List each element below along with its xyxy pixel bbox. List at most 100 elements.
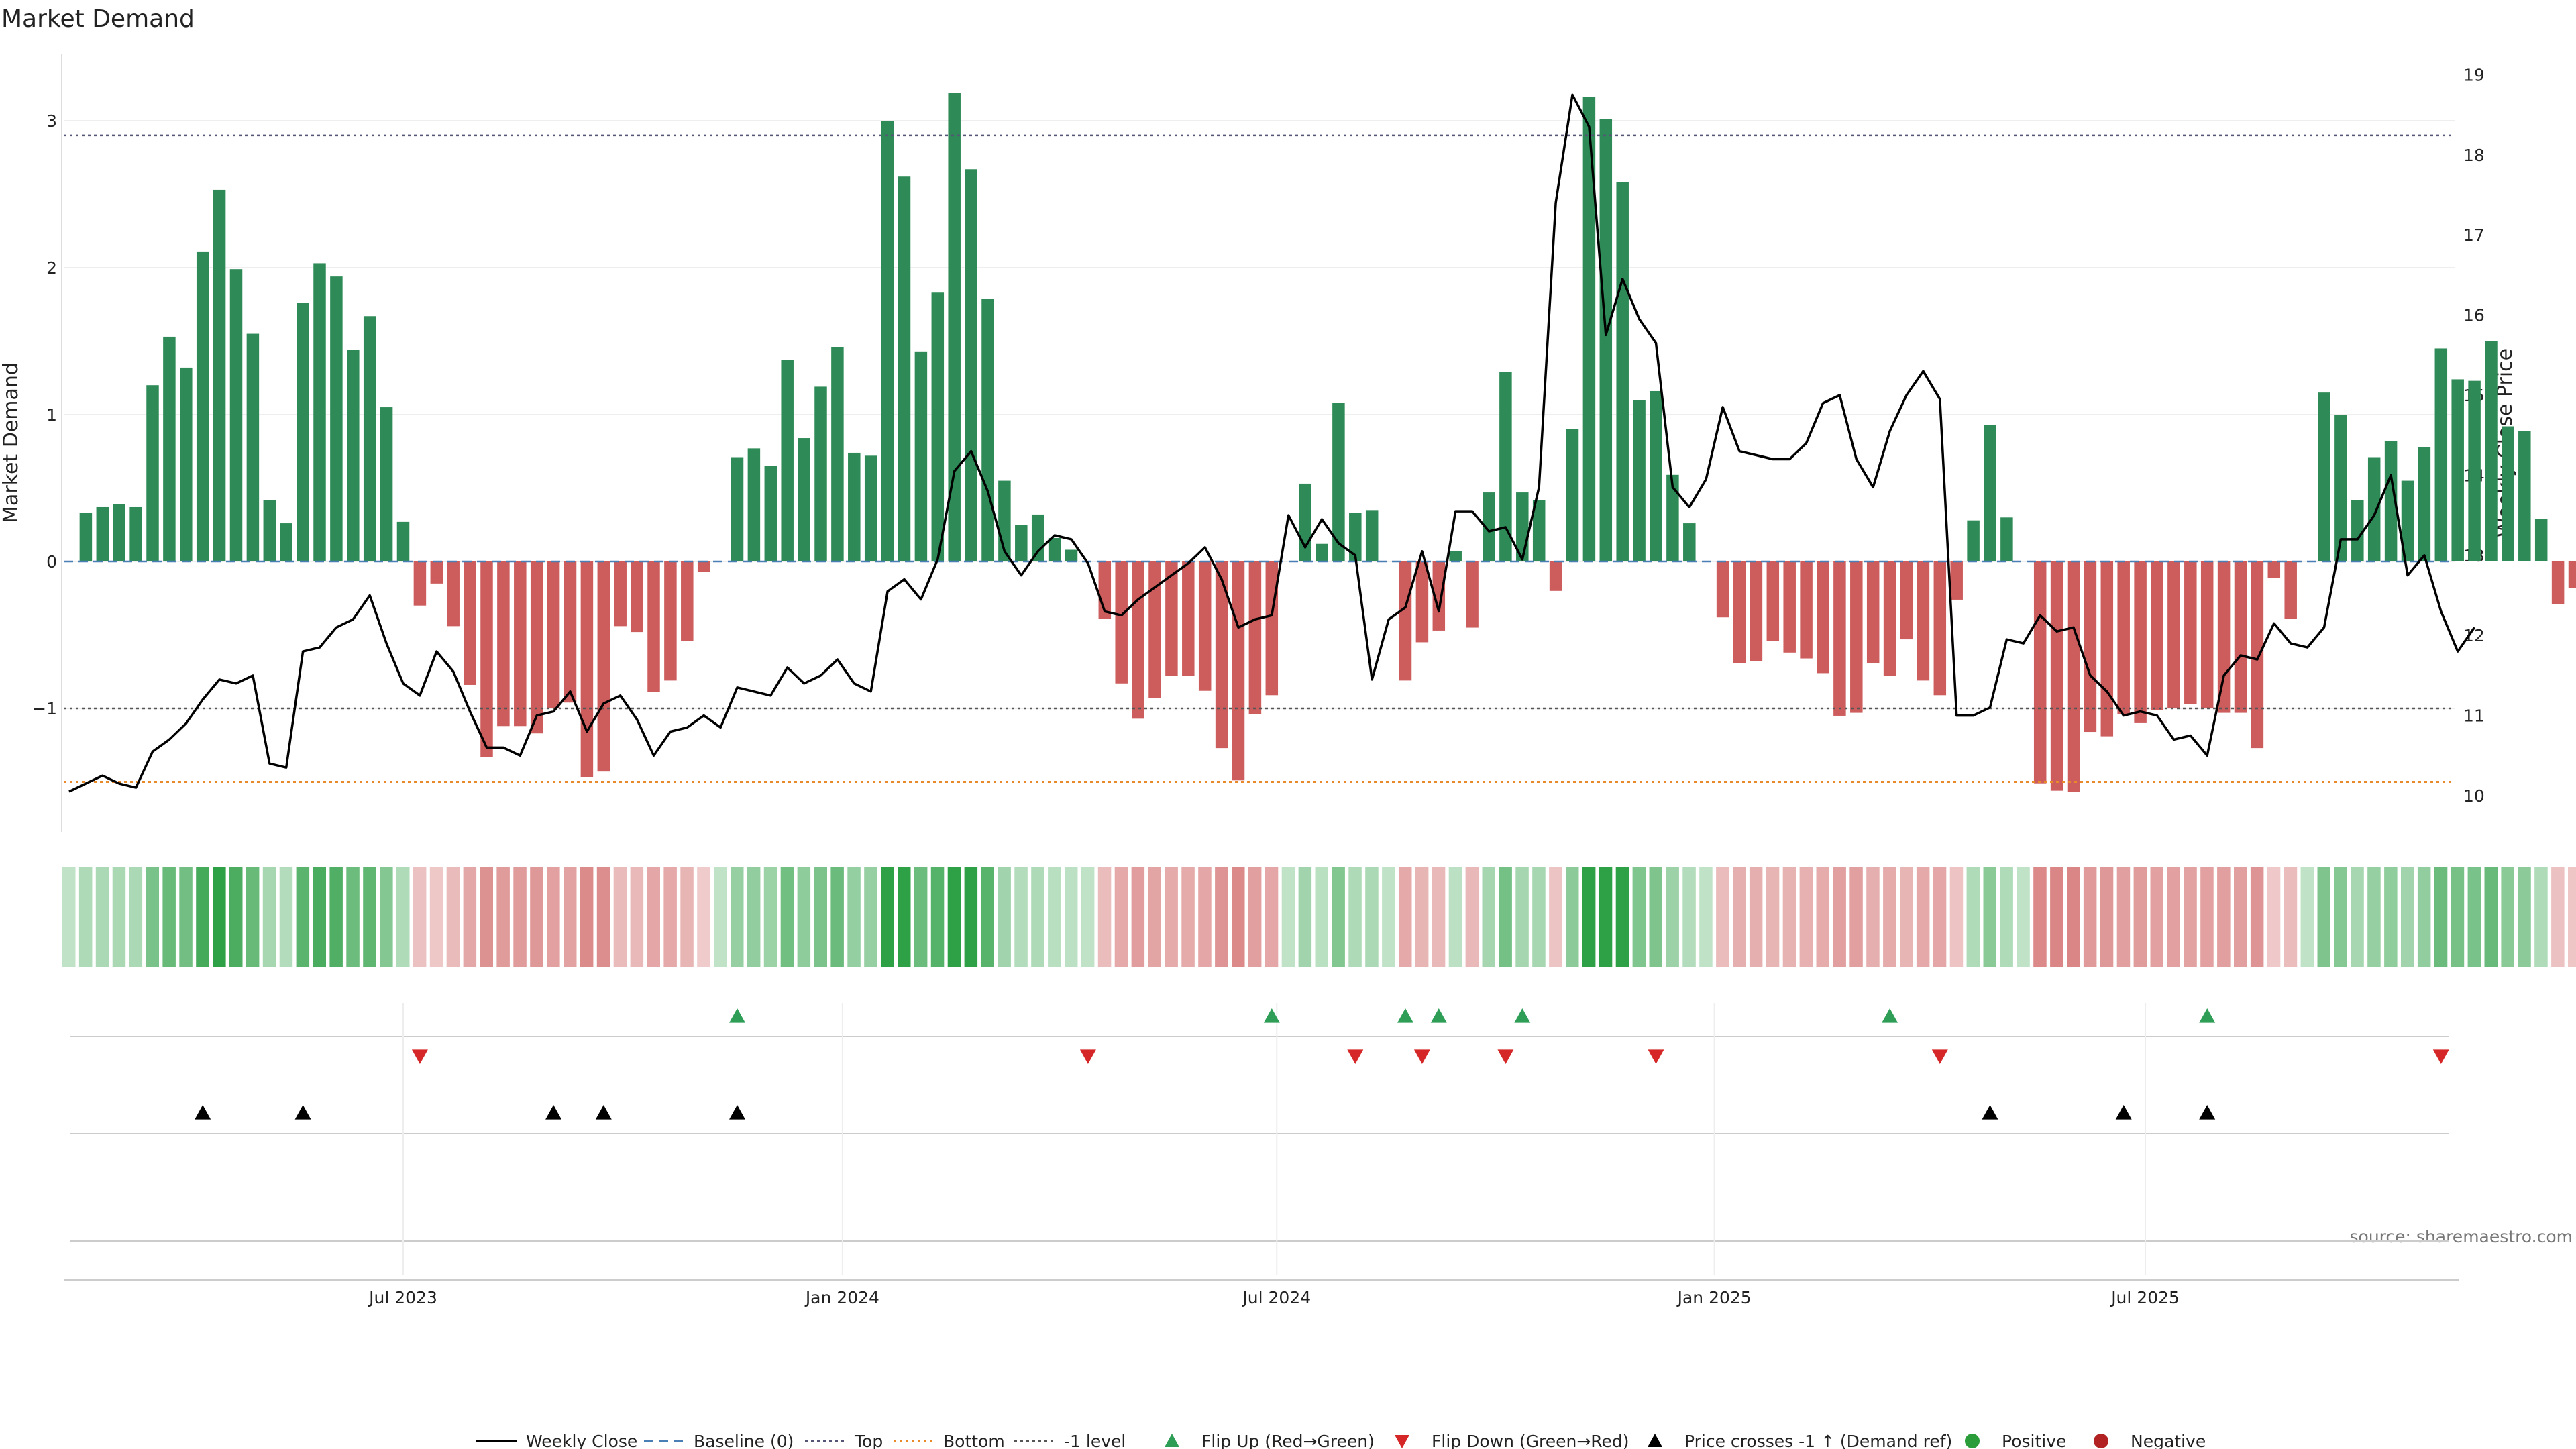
demand-bar-negative xyxy=(447,561,460,627)
demand-bar-negative xyxy=(664,561,677,681)
legend-label: -1 level xyxy=(1064,1432,1126,1449)
demand-bar-positive xyxy=(2468,380,2481,561)
strip-cell-positive xyxy=(1081,867,1095,967)
legend-item: Price crosses -1 ↑ (Demand ref) xyxy=(1648,1432,1952,1449)
strip-cell-positive xyxy=(1499,867,1512,967)
demand-bar-negative xyxy=(1833,561,1846,716)
strip-cell-positive xyxy=(346,867,360,967)
demand-bar-positive xyxy=(1449,551,1462,561)
strip-cell-positive xyxy=(947,867,961,967)
demand-bar-positive xyxy=(1499,372,1512,561)
legend-item: Positive xyxy=(1965,1432,2066,1449)
source-note: source: sharemaestro.com xyxy=(2350,1227,2573,1246)
demand-bar-positive xyxy=(1365,510,1379,561)
strip-cell-positive xyxy=(2384,867,2398,967)
x-tick-label: Jul 2024 xyxy=(1241,1288,1311,1307)
strip-cell-positive xyxy=(329,867,343,967)
demand-bar-positive xyxy=(1566,429,1579,561)
strip-cell-positive xyxy=(246,867,260,967)
demand-bar-negative xyxy=(480,561,493,757)
demand-bar-positive xyxy=(213,189,226,561)
demand-bar-positive xyxy=(1015,525,1028,561)
strip-cell-positive xyxy=(714,867,727,967)
strip-cell-negative xyxy=(1549,867,1562,967)
demand-bar-negative xyxy=(580,561,594,777)
strip-cell-negative xyxy=(2234,867,2247,967)
flip-down-marker xyxy=(411,1049,428,1064)
strip-cell-negative xyxy=(1900,867,1913,967)
strip-cell-positive xyxy=(1983,867,1996,967)
demand-bar-positive xyxy=(914,351,928,561)
strip-cell-positive xyxy=(380,867,393,967)
strip-cell-negative xyxy=(1749,867,1763,967)
flip-down-marker xyxy=(2432,1049,2449,1064)
demand-bar-negative xyxy=(597,561,610,772)
strip-cell-positive xyxy=(296,867,310,967)
strip-cell-positive xyxy=(763,867,777,967)
price-cross-marker xyxy=(595,1105,612,1120)
demand-bar-positive xyxy=(798,438,810,561)
demand-bar-positive xyxy=(1967,520,1980,561)
strip-cell-positive xyxy=(881,867,894,967)
demand-bar-positive xyxy=(129,506,142,561)
demand-bar-negative xyxy=(1415,561,1429,643)
strip-cell-positive xyxy=(964,867,978,967)
strip-cell-positive xyxy=(1065,867,1078,967)
y2-tick-label: 17 xyxy=(2463,225,2485,245)
price-cross-marker xyxy=(2199,1105,2216,1120)
strip-cell-positive xyxy=(213,867,226,967)
demand-bar-positive xyxy=(2418,447,2431,561)
y2-tick-label: 19 xyxy=(2463,65,2485,85)
demand-bar-positive xyxy=(2000,517,2013,561)
demand-bar-positive xyxy=(2384,441,2398,561)
demand-bar-positive xyxy=(1299,483,1311,561)
strip-cell-positive xyxy=(830,867,844,967)
demand-bar-negative xyxy=(1148,561,1161,698)
strip-cell-positive xyxy=(2518,867,2531,967)
strip-cell-positive xyxy=(981,867,994,967)
demand-bar-positive xyxy=(881,121,894,561)
weekly-close-line xyxy=(68,93,2476,793)
strip-cell-negative xyxy=(1733,867,1746,967)
strip-cell-negative xyxy=(2551,867,2565,967)
strip-cell-negative xyxy=(2133,867,2147,967)
demand-bar-positive xyxy=(1065,549,1078,561)
strip-cell-positive xyxy=(1699,867,1713,967)
demand-bar-positive xyxy=(814,386,827,561)
strip-cell-negative xyxy=(613,867,627,967)
demand-bar-negative xyxy=(2200,561,2214,708)
strip-cell-negative xyxy=(1215,867,1228,967)
demand-bar-positive xyxy=(313,263,326,561)
x-tick-label: Jan 2024 xyxy=(804,1288,879,1307)
strip-cell-positive xyxy=(814,867,827,967)
strip-cell-negative xyxy=(1799,867,1813,967)
strip-cell-negative xyxy=(2167,867,2180,967)
demand-bar-negative xyxy=(514,561,527,727)
demand-bar-positive xyxy=(2451,379,2464,561)
strip-cell-positive xyxy=(2000,867,2013,967)
strip-cell-positive xyxy=(1966,867,1980,967)
demand-bar-positive xyxy=(180,367,193,561)
legend-swatch xyxy=(1165,1434,1179,1447)
strip-cell-negative xyxy=(530,867,543,967)
demand-bar-positive xyxy=(1316,543,1328,561)
demand-bar-positive xyxy=(1683,523,1696,561)
legend-label: Price crosses -1 ↑ (Demand ref) xyxy=(1684,1432,1952,1449)
strip-cell-positive xyxy=(864,867,877,967)
demand-bar-negative xyxy=(1248,561,1262,714)
demand-bar-negative xyxy=(1215,561,1228,749)
demand-bar-positive xyxy=(2485,341,2498,561)
demand-bar-positive xyxy=(931,292,945,561)
strip-cell-negative xyxy=(429,867,443,967)
demand-bar-positive xyxy=(898,176,911,562)
strip-cell-positive xyxy=(847,867,861,967)
flip-up-marker xyxy=(1263,1008,1280,1023)
demand-bar-negative xyxy=(2167,561,2180,708)
strip-cell-negative xyxy=(580,867,594,967)
demand-bar-negative xyxy=(2267,561,2281,578)
y2-tick-label: 16 xyxy=(2463,306,2485,325)
y-tick-label: −1 xyxy=(32,699,57,718)
strip-cell-positive xyxy=(747,867,761,967)
strip-cell-positive xyxy=(1632,867,1646,967)
strip-cell-positive xyxy=(1332,867,1345,967)
